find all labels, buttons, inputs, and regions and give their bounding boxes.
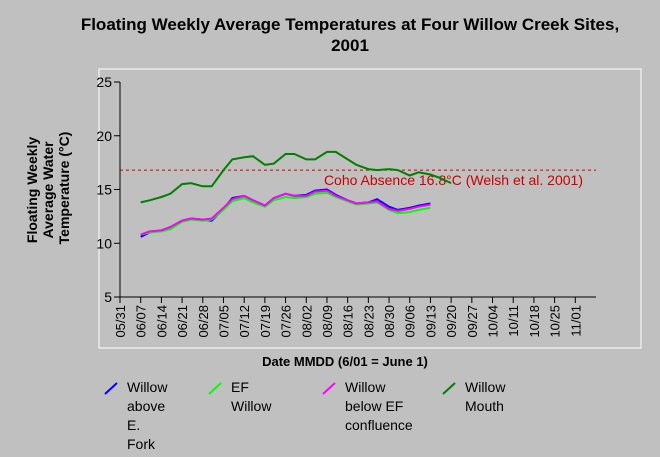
legend-label: Willow above E. Fork	[127, 378, 167, 454]
plot-area	[98, 68, 642, 349]
y-axis-label-line-3: Temperature (°C)	[56, 132, 72, 245]
y-axis-label-line-2: Average Water	[40, 141, 56, 239]
series-group	[140, 150, 452, 238]
legend-swatch-line	[104, 382, 118, 395]
x-tick-label: 11/01	[568, 305, 583, 337]
x-tick-label: 08/02	[299, 305, 314, 338]
axes-group: 5 10 15 20 25 05/31 06/07 06/14 06/21 06/28 07/05 0…	[96, 74, 596, 338]
x-tick-label: 07/26	[279, 305, 294, 338]
y-axis-label-line-1: Floating Weekly	[24, 137, 40, 244]
legend-label: EF Willow	[231, 378, 271, 416]
legend-label: Willow Mouth	[465, 378, 505, 416]
legend-label-line: Willow	[127, 379, 168, 395]
x-tick-label: 10/25	[548, 305, 563, 338]
x-tick-label: 09/06	[403, 305, 418, 338]
x-tick-label: 09/13	[423, 305, 438, 338]
y-tick-label: 20	[96, 128, 112, 144]
reference-line-label: Coho Absence 16.8°C (Welsh et al. 2001)	[324, 172, 583, 188]
x-tick-label: 08/09	[320, 305, 335, 338]
y-tick-label: 25	[96, 74, 112, 90]
legend-swatch-line	[322, 382, 336, 395]
legend-label-line: Mouth	[465, 398, 504, 414]
x-tick-label: 06/07	[134, 305, 149, 338]
legend-swatch-line	[442, 382, 456, 395]
x-tick-label: 06/14	[154, 305, 169, 338]
x-tick-label: 08/23	[361, 305, 376, 338]
reference-line-group: Coho Absence 16.8°C (Welsh et al. 2001)	[120, 169, 596, 188]
line-icon	[442, 382, 456, 395]
legend-label-line: Fork	[127, 436, 155, 452]
legend-label: Willow below EF confluence	[345, 378, 413, 435]
y-tick-label: 15	[96, 182, 112, 198]
x-tick-label: 06/28	[196, 305, 211, 338]
y-tick-label: 5	[104, 289, 112, 305]
x-axis-label: Date MMDD (6/01 = June 1)	[262, 354, 428, 369]
legend-label-line: above E.	[127, 398, 166, 433]
series-line-3	[140, 189, 431, 236]
chart-title: Floating Weekly Average Temperatures at …	[80, 15, 620, 55]
x-tick-label: 09/27	[465, 305, 480, 338]
x-tick-label: 08/30	[382, 305, 397, 338]
x-tick-label: 10/04	[486, 305, 501, 338]
line-icon	[104, 382, 118, 395]
line-icon	[208, 382, 222, 395]
y-axis-label: Floating Weekly Average Water Temperatur…	[24, 132, 72, 245]
y-tick-label: 10	[96, 235, 112, 251]
legend-label-line: below EF	[345, 398, 404, 414]
series-line-4	[140, 150, 452, 204]
legend-label-line: confluence	[345, 417, 413, 433]
legend-swatch-line	[208, 382, 222, 395]
x-tick-label: 09/20	[444, 305, 459, 338]
line-icon	[322, 382, 336, 395]
legend-label-line: EF Willow	[231, 379, 272, 414]
x-tick-label: 10/18	[527, 305, 542, 338]
x-tick-label: 05/31	[113, 305, 128, 338]
x-tick-label: 06/21	[175, 305, 190, 338]
x-tick-label: 10/11	[506, 305, 521, 337]
x-tick-label: 07/05	[216, 305, 231, 338]
legend-label-line: Willow	[345, 379, 386, 395]
x-tick-label: 07/12	[237, 305, 252, 338]
legend-label-line: Willow	[465, 379, 506, 395]
x-tick-label: 08/16	[341, 305, 356, 338]
x-tick-label: 07/19	[258, 305, 273, 338]
